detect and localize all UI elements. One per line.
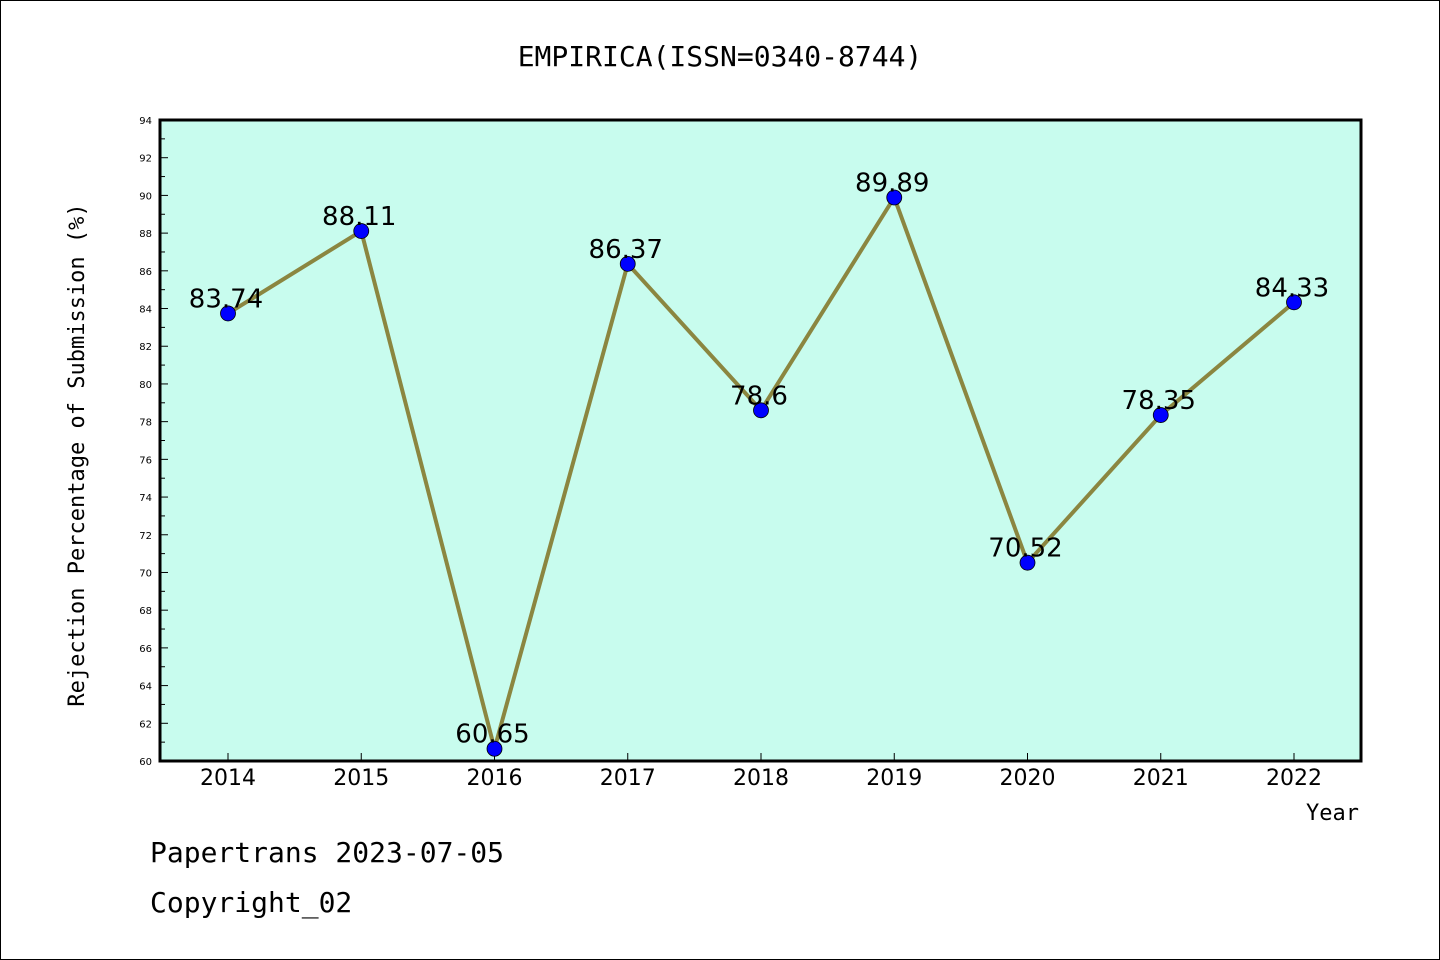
data-point-2018 <box>753 402 769 419</box>
y-tick-label: 94 <box>139 116 152 127</box>
y-tick-label: 76 <box>139 455 152 466</box>
footer-date: Papertrans 2023-07-05 <box>150 836 505 869</box>
y-tick-label: 64 <box>139 682 152 693</box>
x-tick-label: 2018 <box>733 766 789 791</box>
x-tick-label: 2016 <box>467 766 523 791</box>
data-labels: 83.74 88.11 60.65 86.37 78.6 89.89 70.52 78.35 8… <box>189 168 1329 749</box>
y-tick-label: 86 <box>139 267 152 278</box>
y-tick-label: 84 <box>139 305 152 316</box>
x-tick-label: 2022 <box>1266 766 1322 791</box>
footer-copyright: Copyright_02 <box>150 886 353 919</box>
x-tick-label: 2015 <box>333 766 389 791</box>
data-label-2018: 78.6 <box>730 381 788 411</box>
data-point-2020 <box>1019 554 1036 571</box>
data-label-2014: 83.74 <box>189 284 263 314</box>
data-label-2020: 70.52 <box>988 534 1062 564</box>
y-tick-label: 88 <box>139 229 152 240</box>
data-point-2015 <box>353 223 370 239</box>
data-point-2014 <box>220 305 236 322</box>
y-tick-label: 74 <box>139 493 152 504</box>
x-tick-label: 2017 <box>600 766 656 791</box>
x-tick-label: 2020 <box>1000 766 1056 791</box>
y-tick-label: 60 <box>139 757 152 768</box>
x-tick-label: 2014 <box>200 766 256 791</box>
x-axis-ticks: 2014 2015 2016 2017 2018 2019 2020 2021 2022 <box>200 753 1322 791</box>
chart-title: EMPIRICA(ISSN=0340-8744) <box>518 40 923 73</box>
y-tick-label: 80 <box>139 380 152 391</box>
data-label-2017: 86.37 <box>589 235 663 265</box>
x-axis-label: Year <box>1306 801 1359 826</box>
data-point-2019 <box>886 189 903 206</box>
data-point-2016 <box>486 740 503 757</box>
y-tick-label: 70 <box>139 568 152 579</box>
data-label-2015: 88.11 <box>322 202 396 232</box>
x-tick-label: 2021 <box>1133 766 1189 791</box>
data-label-2019: 89.89 <box>855 168 929 198</box>
data-label-2021: 78.35 <box>1122 386 1196 416</box>
y-tick-label: 92 <box>139 154 152 165</box>
y-tick-label: 82 <box>139 342 152 353</box>
y-tick-label: 78 <box>139 418 152 429</box>
y-tick-label: 90 <box>139 191 152 202</box>
y-tick-label: 62 <box>139 719 152 730</box>
series-markers <box>220 189 1302 757</box>
y-tick-label: 72 <box>139 531 152 542</box>
y-tick-label: 66 <box>139 644 152 655</box>
x-tick-label: 2019 <box>866 766 922 791</box>
data-label-2022: 84.33 <box>1255 273 1329 303</box>
plot-border <box>158 118 1363 763</box>
data-label-2016: 60.65 <box>455 720 529 750</box>
y-tick-label: 68 <box>139 606 152 617</box>
data-point-2017 <box>619 255 636 272</box>
data-point-2022 <box>1286 294 1302 311</box>
data-point-2021 <box>1152 407 1169 423</box>
y-axis-label: Rejection Percentage of Submission (%) <box>65 203 90 706</box>
